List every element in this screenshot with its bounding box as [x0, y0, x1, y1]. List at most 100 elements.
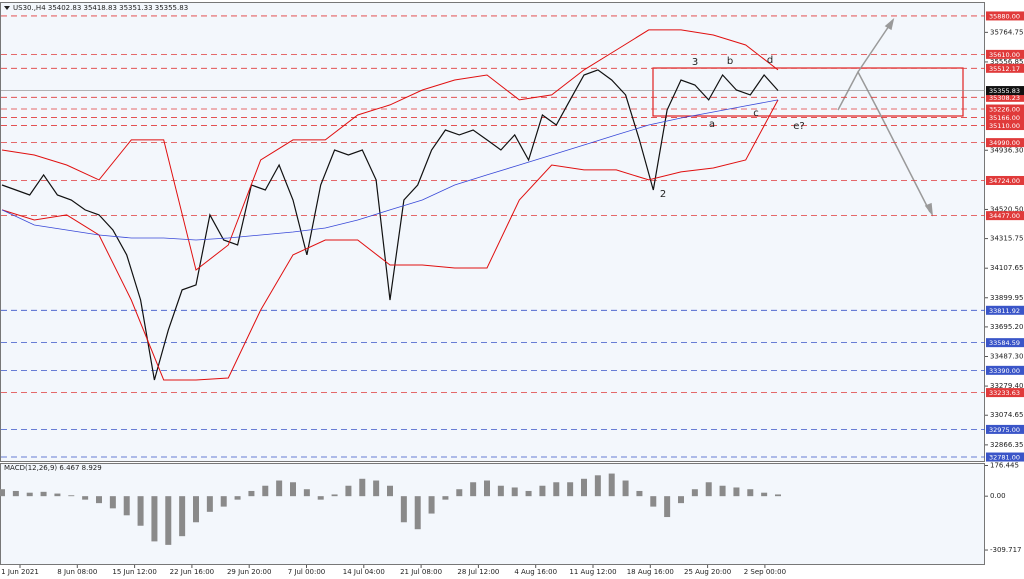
level-label: 35110.00: [989, 122, 1020, 130]
wave-label: e?: [793, 121, 804, 132]
indicator-line: [1, 99, 779, 381]
macd-bar: [581, 478, 587, 497]
macd-bar: [206, 496, 213, 512]
level-label: 35166.00: [989, 114, 1020, 122]
wave-label: 3: [692, 57, 698, 68]
macd-bar: [123, 496, 130, 516]
macd-bar: [622, 480, 629, 497]
level-label: 34477.00: [989, 212, 1020, 220]
macd-bar: [276, 480, 283, 497]
macd-y-tick-label: 0.00: [990, 492, 1006, 500]
projection-arrows: [837, 17, 934, 217]
macd-bar: [511, 487, 518, 497]
macd-bar: [594, 475, 601, 497]
y-tick-label: 34936.30: [990, 146, 1023, 154]
macd-bar: [262, 485, 269, 497]
y-tick-label: 34315.75: [990, 235, 1023, 243]
macd-bar: [484, 480, 490, 497]
macd-bar: [747, 489, 754, 497]
macd-bar: [497, 485, 504, 497]
x-tick-label: 25 Aug 20:00: [684, 568, 731, 576]
level-tag: [986, 305, 1024, 315]
level-tag: [986, 104, 1024, 114]
x-tick-label: 15 Jun 12:00: [112, 568, 156, 576]
level-label: 33390.00: [989, 367, 1020, 375]
macd-bar: [234, 496, 241, 500]
macd-panel: [0, 463, 985, 565]
macd-bar: [539, 485, 546, 497]
macd-bar: [317, 496, 324, 500]
plot: 35764.75 35556.85 34936.30 34520.50 34315.75…: [0, 11, 1024, 576]
macd-header: MACD(12,26,9) 6.467 8.929: [4, 464, 102, 472]
menu-arrow[interactable]: [4, 6, 10, 10]
y-tick-label: 33279.40: [990, 382, 1023, 390]
macd-bar: [68, 495, 75, 497]
macd-bar: [331, 494, 338, 497]
y-tick-label: 35556.85: [990, 58, 1023, 66]
y-tick-label: 33074.65: [990, 411, 1023, 419]
level-label: 33584.59: [989, 339, 1020, 347]
macd-bar: [428, 496, 435, 514]
level-tag: [986, 365, 1024, 375]
macd-bar: [636, 490, 643, 497]
last-price-label: 35355.83: [989, 87, 1020, 95]
macd-bar: [608, 473, 615, 497]
x-tick-label: 4 Aug 16:00: [514, 568, 557, 576]
level-tag: [986, 49, 1024, 59]
y-tick-label: 34107.65: [990, 264, 1023, 272]
indicator-line: [1, 99, 779, 241]
range-box: [652, 67, 964, 117]
macd-bar: [96, 496, 102, 504]
macd-bar: [165, 496, 172, 545]
wave-label: d: [767, 55, 773, 66]
level-label: 33811.92: [989, 307, 1020, 315]
macd-bar: [26, 492, 33, 497]
macd-bar: [664, 496, 671, 518]
wave-label: b: [727, 56, 733, 67]
wave-label: a: [709, 119, 715, 130]
x-tick-label: 14 Jul 04:00: [343, 568, 385, 576]
x-tick-label: 29 Jun 20:00: [227, 568, 271, 576]
last-price-tag: [986, 86, 1024, 96]
macd-bar: [442, 496, 449, 500]
level-tag: [986, 121, 1024, 131]
macd-bar: [54, 493, 61, 497]
x-tick-label: 11 Aug 12:00: [569, 568, 616, 576]
macd-bar: [220, 496, 227, 507]
x-tick-label: 2 Sep 00:00: [744, 568, 786, 576]
macd-bar: [761, 492, 768, 497]
level-tag: [986, 211, 1024, 221]
y-tick-label: 32866.35: [990, 441, 1023, 449]
level-tag: [986, 175, 1024, 185]
macd-bar: [650, 496, 657, 507]
level-tag: [986, 388, 1024, 398]
level-label: 35512.17: [989, 65, 1020, 73]
y-tick-label: 33899.95: [990, 294, 1023, 302]
macd-bar: [303, 489, 310, 497]
y-tick-label: 35764.75: [990, 28, 1023, 36]
level-label: 35308.23: [989, 94, 1020, 102]
level-label: 34990.00: [989, 139, 1020, 147]
level-tag: [986, 452, 1024, 462]
x-tick-label: 28 Jul 12:00: [457, 568, 499, 576]
x-tick-label: 8 Jun 08:00: [57, 568, 97, 576]
macd-bar: [525, 490, 532, 497]
x-tick-label: 7 Jul 00:00: [288, 568, 326, 576]
macd-bar: [345, 485, 352, 497]
macd-bar: [456, 489, 463, 497]
symbol-header: US30.,H4 35402.83 35418.83 35351.33 3535…: [13, 4, 188, 12]
y-tick-label: 34520.50: [990, 205, 1023, 213]
x-tick-label: 1 Jun 2021: [1, 568, 39, 576]
macd-bar: [151, 496, 158, 542]
macd-y-tick-label: -309.717: [990, 546, 1021, 554]
level-tag: [986, 11, 1024, 21]
macd-bar: [193, 496, 199, 523]
macd-bar: [359, 478, 366, 497]
macd-bar: [387, 485, 393, 497]
macd-bar: [0, 489, 5, 497]
macd-bar: [414, 496, 421, 530]
macd-bar: [775, 494, 781, 497]
macd-bar: [179, 496, 186, 537]
y-tick-label: 33487.30: [990, 352, 1023, 360]
